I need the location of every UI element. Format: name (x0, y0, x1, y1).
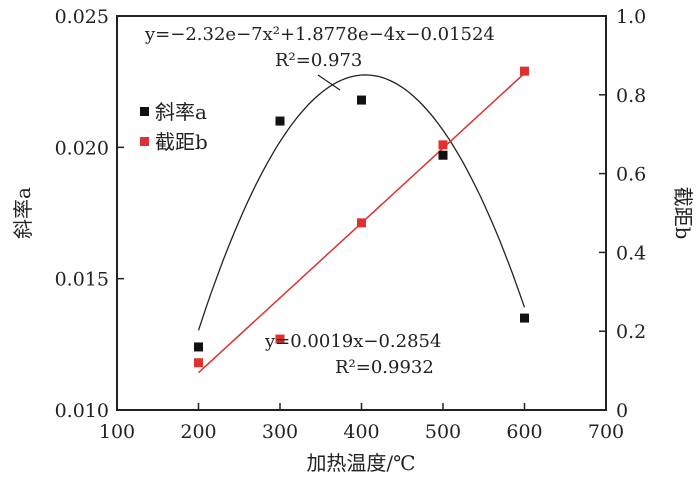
y-right-tick-label: 0.4 (616, 242, 646, 264)
slope-fit-curve (197, 74, 526, 331)
intercept-point (438, 140, 448, 150)
y-right-tick-label: 1.0 (616, 6, 646, 28)
intercept-point (275, 334, 285, 344)
x-tick-label: 700 (588, 421, 624, 443)
y-left-tick-label: 0.020 (55, 137, 109, 159)
x-axis-label: 加热温度/℃ (306, 451, 415, 475)
y-right-tick-label: 0.6 (616, 164, 646, 186)
y-right-tick-label: 0.2 (616, 321, 646, 343)
y-left-axis-label: 斜率a (11, 187, 35, 239)
linear-r2-label: R²=0.9932 (335, 357, 434, 378)
slope-point (520, 313, 529, 323)
slope-point (438, 150, 448, 160)
x-tick-label: 300 (262, 421, 298, 443)
intercept-point (520, 66, 529, 76)
y-right-tick-label: 0.8 (616, 85, 646, 107)
intercept-point (357, 218, 366, 228)
y-left-tick-label: 0.010 (55, 400, 109, 422)
legend-label-intercept: 截距b (155, 130, 208, 154)
legend-marker-intercept (140, 137, 149, 146)
x-tick-label: 200 (180, 421, 216, 443)
y-left-tick-label: 0.025 (55, 6, 109, 28)
x-tick-label: 500 (425, 421, 461, 443)
y-right-tick-label: 0 (616, 400, 628, 422)
quadratic-equation-label: y=−2.32e−7x²+1.8778e−4x−0.01524 (144, 24, 495, 45)
y-right-axis-label: 截距b (671, 187, 695, 240)
intercept-point (194, 358, 203, 368)
legend-label-slope: 斜率a (155, 100, 207, 124)
x-tick-label: 100 (99, 421, 135, 443)
slope-point (275, 116, 285, 126)
x-tick-label: 400 (343, 421, 379, 443)
y-left-tick-label: 0.015 (55, 269, 109, 291)
annotation-pointer (317, 74, 341, 91)
slope-point (357, 95, 366, 105)
marks (194, 66, 529, 374)
legend-marker-slope (140, 107, 149, 116)
quadratic-r2-label: R²=0.973 (275, 50, 362, 71)
slope-point (194, 342, 203, 352)
x-tick-label: 600 (506, 421, 542, 443)
linear-equation-label: y=0.0019x−0.2854 (264, 331, 441, 352)
axes: 100 200 300 400 500 600 700 0.010 0.015 0.020 0.02… (55, 6, 647, 443)
